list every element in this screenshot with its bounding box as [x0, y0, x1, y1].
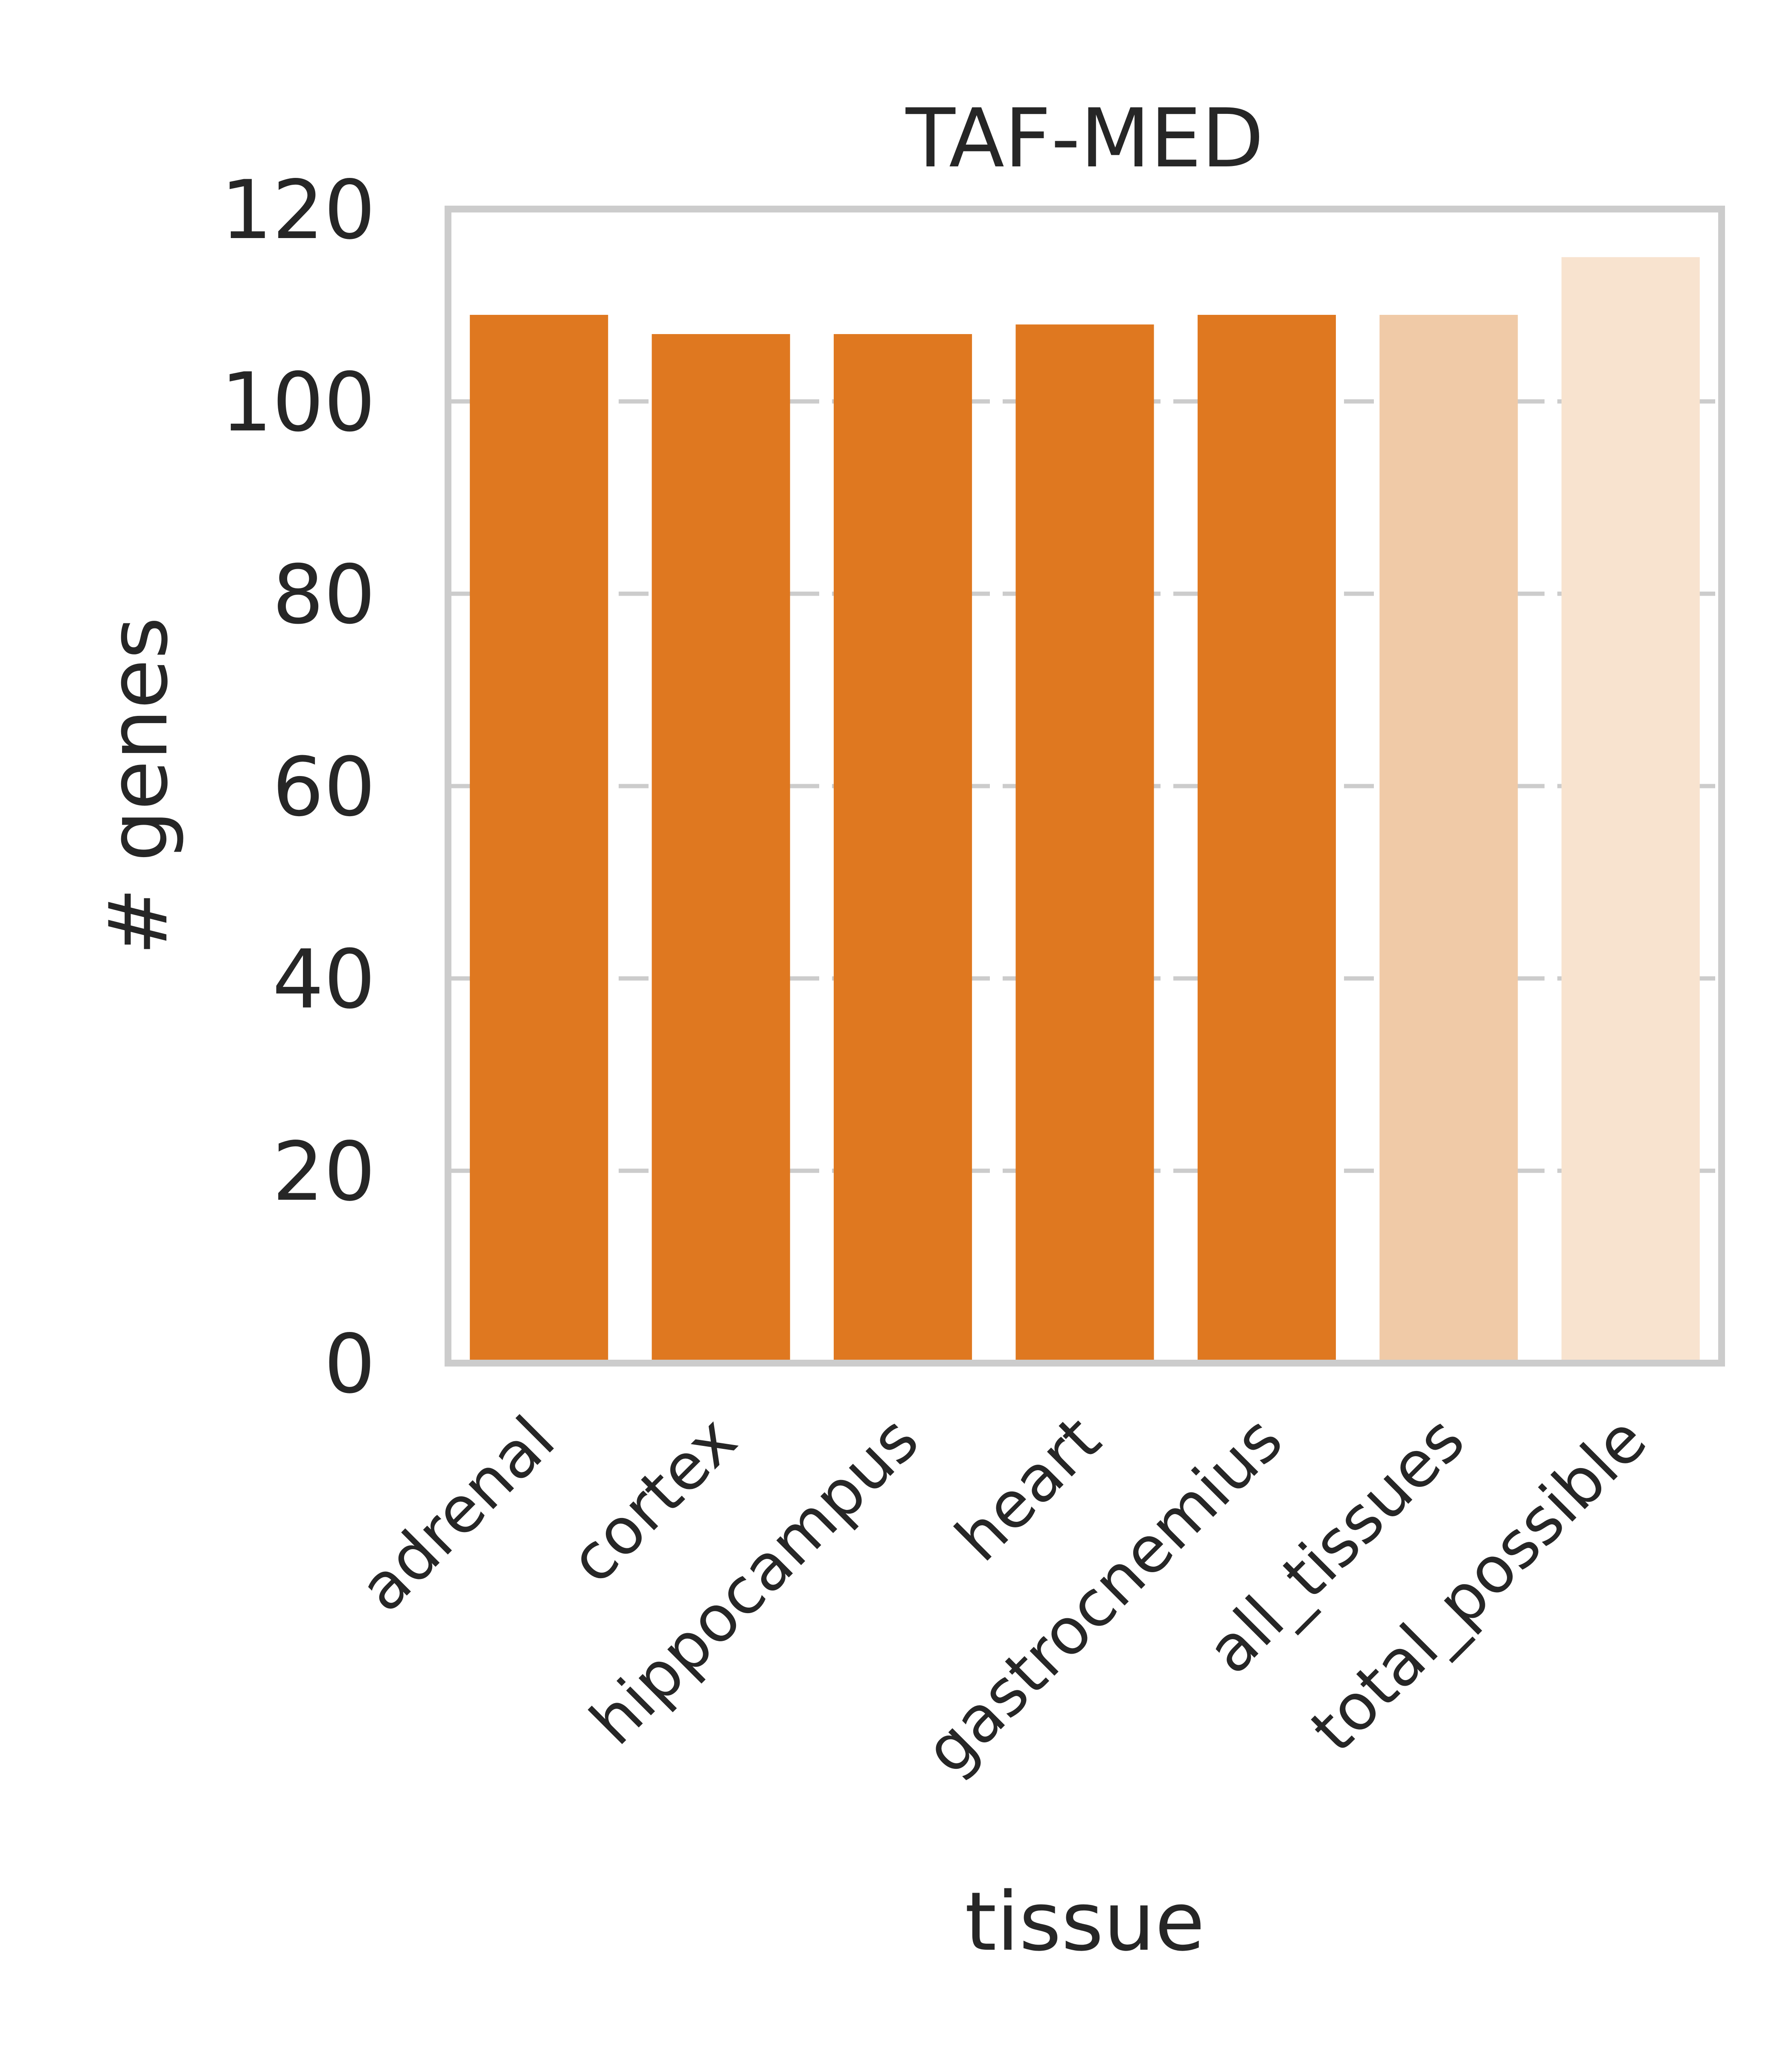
y-tick-label: 100	[221, 355, 375, 450]
bar-total-possible	[1561, 257, 1700, 1364]
x-axis-label: tissue	[965, 1875, 1205, 1969]
y-axis-label: # genes	[91, 617, 186, 955]
y-tick-label: 60	[272, 740, 375, 835]
y-tick-label: 80	[272, 548, 375, 642]
y-tick-label: 0	[324, 1317, 375, 1411]
bar-cortex	[652, 334, 790, 1363]
bar-hippocampus	[834, 334, 972, 1363]
y-tick-label: 20	[272, 1125, 375, 1219]
bar-all-tissues	[1379, 314, 1518, 1364]
bar-heart	[1015, 324, 1154, 1363]
plot-frame	[445, 206, 1725, 1367]
chart-title: TAF-MED	[905, 91, 1264, 186]
y-tick-label: 120	[221, 163, 375, 257]
bar-gastrocnemius	[1197, 314, 1336, 1364]
y-tick-label: 40	[272, 932, 375, 1026]
y-axis: 0 20 40 60 80 100 120	[221, 163, 375, 1411]
bars	[470, 257, 1700, 1364]
bar-adrenal	[470, 314, 608, 1364]
